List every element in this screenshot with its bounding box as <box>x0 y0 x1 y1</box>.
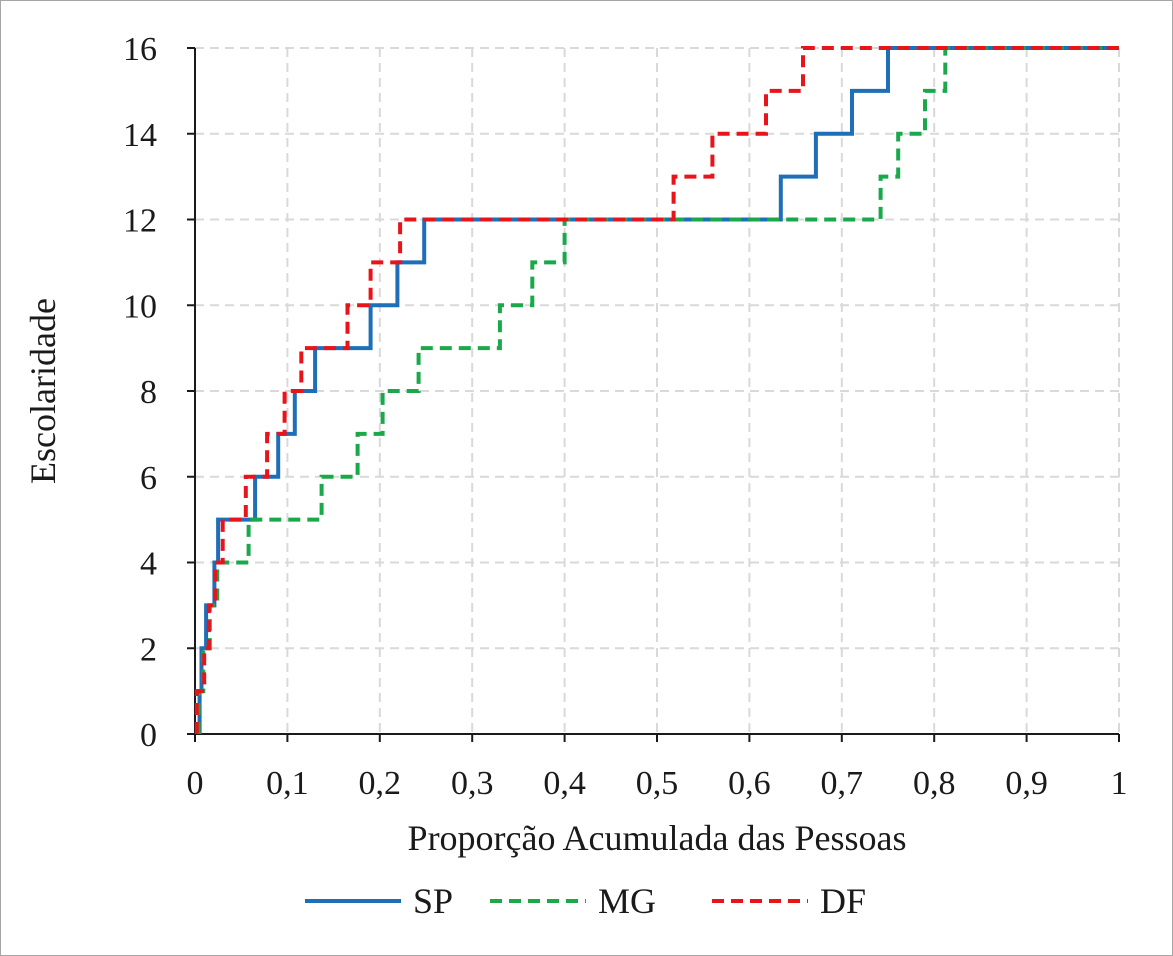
y-tick-label: 4 <box>140 546 157 583</box>
y-tick-label: 12 <box>123 203 157 240</box>
y-tick-label: 16 <box>123 31 157 68</box>
x-tick-label: 0,9 <box>1005 765 1048 802</box>
y-axis-title: Escolaridade <box>23 298 63 484</box>
x-tick-label: 0,7 <box>821 765 864 802</box>
y-tick-label: 8 <box>140 374 157 411</box>
legend-label-mg: MG <box>598 881 656 921</box>
tick-labels: 0 2 4 6 8 10 12 14 16 0 0,1 0,2 0,3 0,4 0,5 0,6 0,7 0,8 0,… <box>123 31 1128 802</box>
legend-label-df: DF <box>820 881 866 921</box>
series-lines <box>194 46 1119 734</box>
y-tick-label: 0 <box>140 717 157 754</box>
x-tick-label: 0,3 <box>451 765 494 802</box>
legend: SP MG DF <box>305 881 866 921</box>
x-tick-label: 1 <box>1111 765 1128 802</box>
y-tick-label: 6 <box>140 460 157 497</box>
series-line-mg <box>196 46 1119 734</box>
x-tick-label: 0,6 <box>728 765 771 802</box>
series-line-df <box>194 46 1119 734</box>
x-tick-label: 0 <box>187 765 204 802</box>
legend-label-sp: SP <box>413 881 453 921</box>
x-tick-label: 0,1 <box>266 765 309 802</box>
y-tick-label: 10 <box>123 288 157 325</box>
y-tick-label: 2 <box>140 631 157 668</box>
x-tick-label: 0,8 <box>913 765 956 802</box>
grid-lines <box>195 47 1120 734</box>
x-axis-title: Proporção Acumulada das Pessoas <box>408 818 907 858</box>
x-tick-label: 0,4 <box>543 765 586 802</box>
x-tick-label: 0,2 <box>359 765 402 802</box>
y-tick-label: 14 <box>123 117 157 154</box>
axes <box>187 47 1120 742</box>
x-tick-label: 0,5 <box>636 765 679 802</box>
